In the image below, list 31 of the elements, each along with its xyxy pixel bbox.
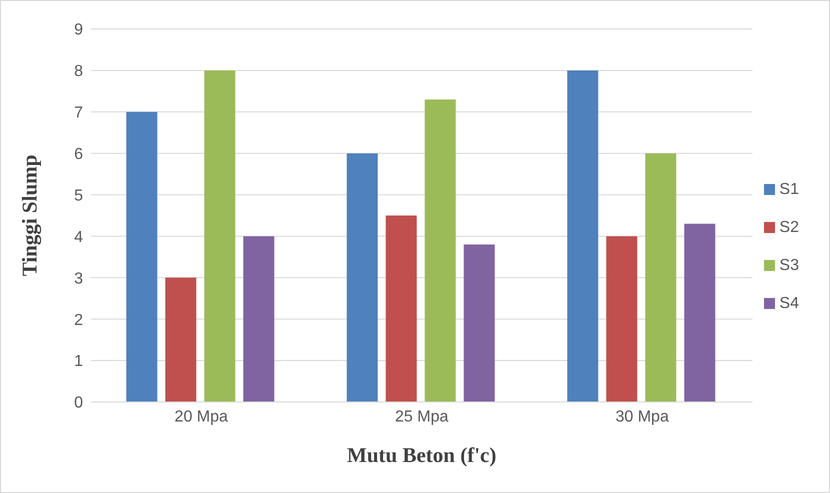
bar [606, 236, 638, 402]
x-tick-label: 25 Mpa [395, 408, 448, 426]
x-tick-label: 20 Mpa [174, 408, 228, 426]
bar [386, 216, 417, 402]
y-tick-label: 0 [74, 394, 84, 412]
y-tick-label: 5 [74, 187, 84, 204]
legend-label: S2 [779, 218, 799, 236]
y-tick-label: 9 [74, 22, 84, 39]
y-axis-title: Tinggi Slump [17, 154, 42, 276]
y-tick-label: 8 [74, 63, 84, 80]
y-tick-label: 2 [74, 312, 84, 329]
legend-label: S4 [779, 294, 799, 312]
y-tick-label: 1 [74, 353, 84, 370]
bar [424, 99, 456, 402]
y-tick-label: 7 [74, 104, 84, 122]
legend-label: S3 [779, 256, 799, 274]
bar [165, 278, 196, 402]
legend-label: S1 [779, 180, 799, 198]
y-tick-label: 6 [74, 146, 84, 164]
bar [684, 224, 716, 402]
bar [346, 153, 378, 402]
x-tick-label: 30 Mpa [615, 408, 669, 426]
bar [567, 70, 598, 402]
bar [645, 153, 676, 402]
bar [243, 236, 274, 402]
bar [126, 112, 158, 402]
bar [204, 70, 236, 402]
x-axis-title: Mutu Beton (f'c) [347, 443, 496, 467]
bar [464, 244, 495, 402]
y-tick-label: 3 [74, 270, 84, 288]
y-tick-label: 4 [74, 228, 84, 246]
